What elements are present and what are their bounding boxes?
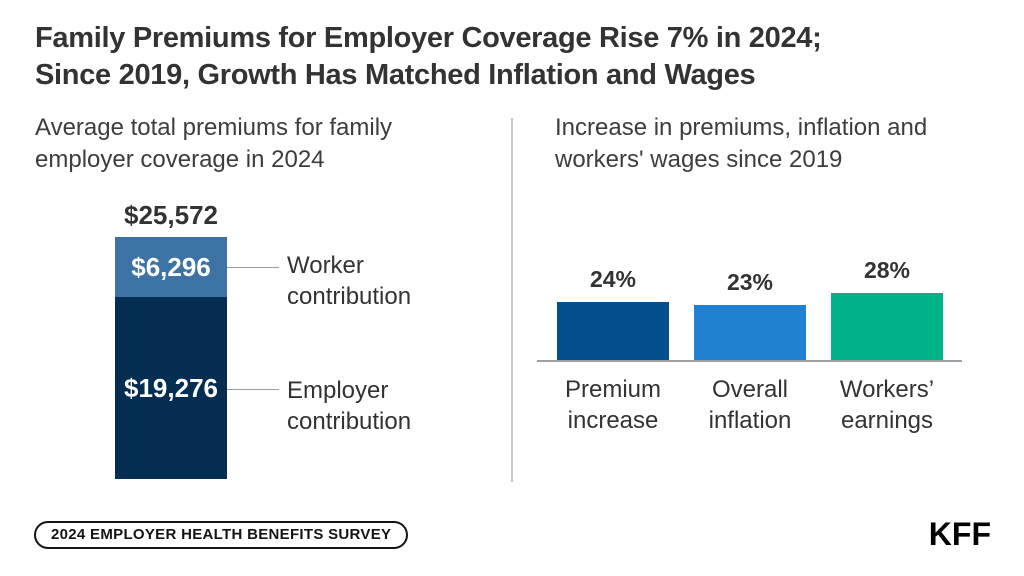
chart-title: Family Premiums for Employer Coverage Ri… xyxy=(35,20,985,94)
total-premium-label: $25,572 xyxy=(124,200,218,230)
employer-contribution-label: Employer contribution xyxy=(287,377,412,435)
bar-column-workers-earnings: 28% xyxy=(831,257,943,360)
left-panel-subtitle: Average total premiums for family employ… xyxy=(35,114,393,173)
workers-earnings-bar xyxy=(831,293,943,360)
employer-contribution-segment: $19,276 xyxy=(115,297,227,479)
right-panel-subtitle: Increase in premiums, inflation and work… xyxy=(555,114,928,173)
workers-earnings-value: 28% xyxy=(863,257,911,283)
worker-contribution-segment: $6,296 xyxy=(115,237,227,297)
kff-logo: KFF xyxy=(928,516,991,552)
overall-inflation-value: 23% xyxy=(726,269,774,295)
premium-increase-label: Premium increase xyxy=(564,376,661,434)
premium-increase-bar xyxy=(557,302,669,360)
worker-contribution-value: $6,296 xyxy=(131,251,211,282)
stacked-premium-bar: $6,296 $19,276 xyxy=(115,237,227,480)
overall-inflation-label: Overall inflation xyxy=(708,376,792,434)
bar-column-premium-increase: 24% xyxy=(557,266,669,360)
employer-callout-line xyxy=(227,389,279,390)
x-axis-line xyxy=(537,360,962,362)
survey-badge: 2024 EMPLOYER HEALTH BENEFITS SURVEY xyxy=(34,521,409,549)
workers-earnings-label: Workers’ earnings xyxy=(839,376,935,434)
employer-contribution-value: $19,276 xyxy=(124,372,218,403)
worker-callout-line xyxy=(227,267,279,268)
bar-column-overall-inflation: 23% xyxy=(694,269,806,360)
chart-title-line2: Since 2019, Growth Has Matched Inflation… xyxy=(35,59,756,91)
overall-inflation-bar xyxy=(694,305,806,360)
panel-divider xyxy=(511,118,513,482)
worker-contribution-label: Worker contribution xyxy=(287,252,412,310)
premium-increase-value: 24% xyxy=(589,266,637,292)
chart-title-line1: Family Premiums for Employer Coverage Ri… xyxy=(35,22,822,54)
